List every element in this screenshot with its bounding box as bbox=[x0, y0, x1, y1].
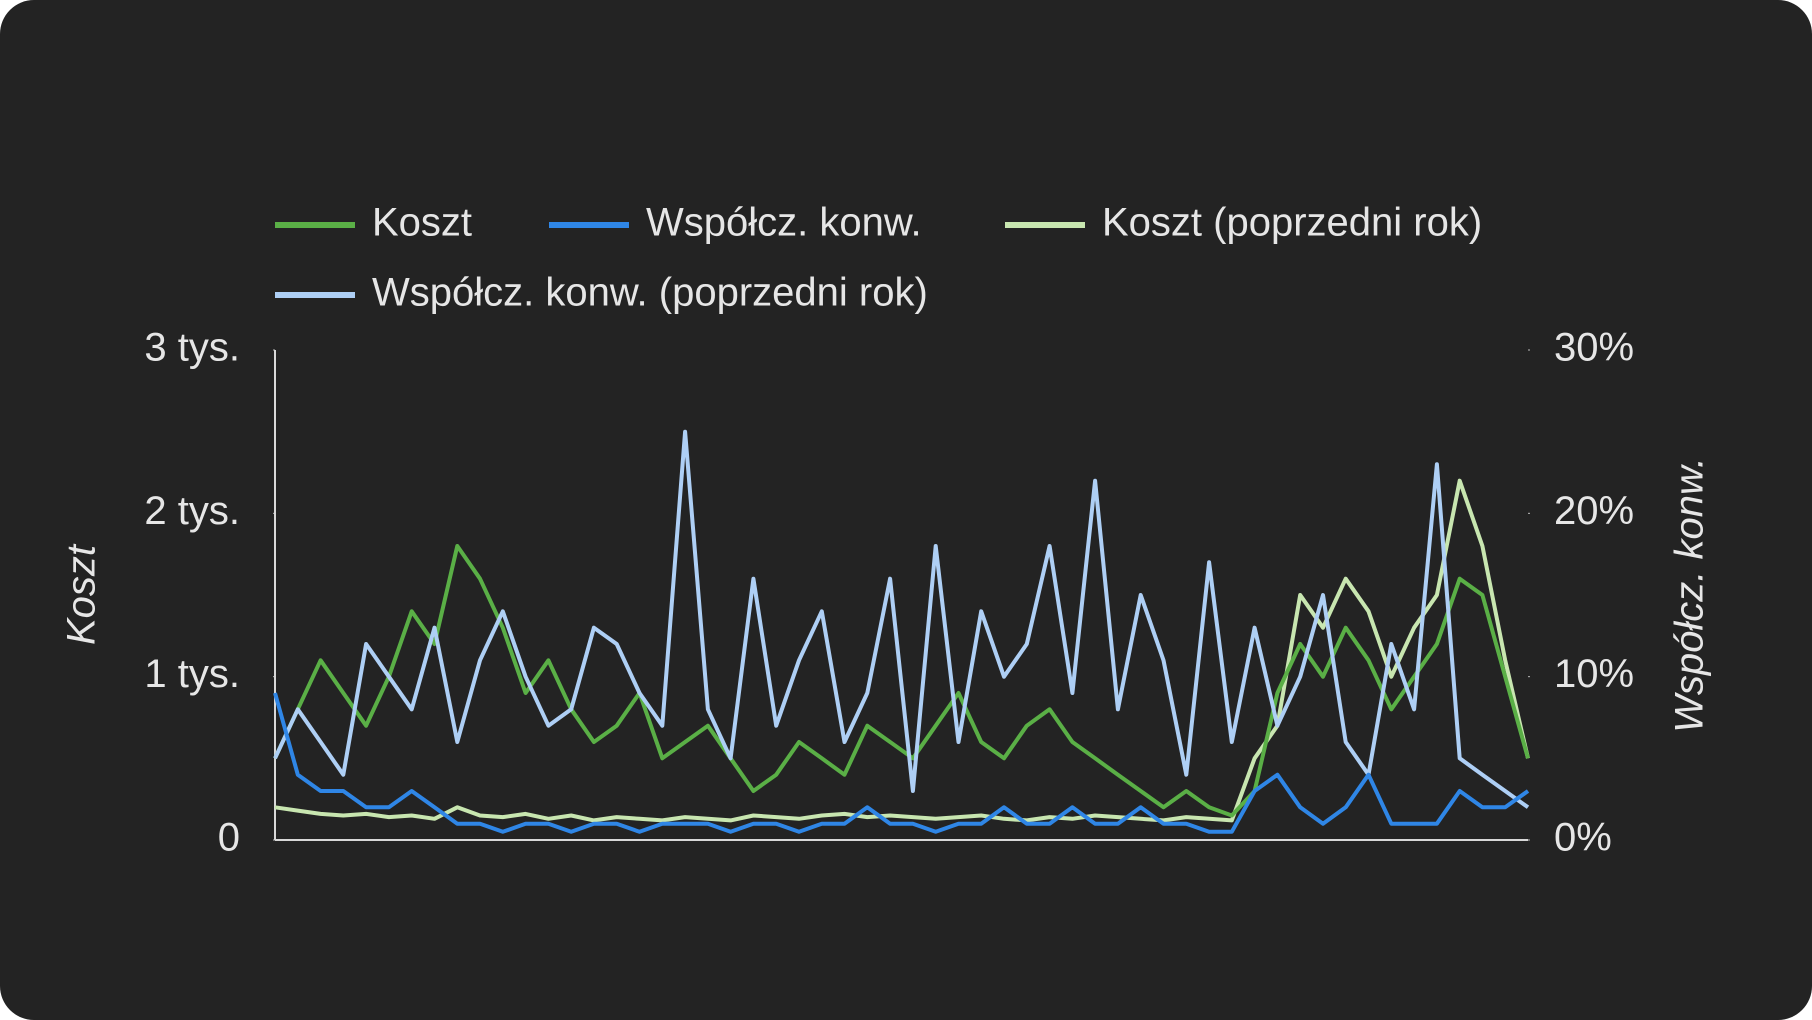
legend-label: Współcz. konw. (poprzedni rok) bbox=[372, 271, 928, 315]
y-tick-label: 3 tys. bbox=[144, 326, 240, 370]
y-tick-label: 2 tys. bbox=[144, 489, 240, 533]
y2-axis-title: Współcz. konw. bbox=[1668, 457, 1712, 733]
y-axis-title: Koszt bbox=[60, 543, 104, 645]
y2-tick-label: 0% bbox=[1554, 816, 1612, 860]
series-line bbox=[273, 692, 1530, 834]
legend-label: Koszt bbox=[372, 201, 472, 245]
legend-label: Koszt (poprzedni rok) bbox=[1102, 201, 1482, 245]
series-line bbox=[273, 544, 1530, 818]
series-line bbox=[273, 429, 1530, 809]
y-tick-label: 0 bbox=[218, 816, 240, 860]
series-line bbox=[274, 478, 1530, 823]
y2-tick-label: 10% bbox=[1554, 652, 1634, 696]
y-tick-label: 1 tys. bbox=[144, 652, 240, 696]
y2-tick-label: 20% bbox=[1554, 489, 1634, 533]
y2-tick-label: 30% bbox=[1554, 326, 1634, 370]
legend-label: Współcz. konw. bbox=[646, 201, 922, 245]
